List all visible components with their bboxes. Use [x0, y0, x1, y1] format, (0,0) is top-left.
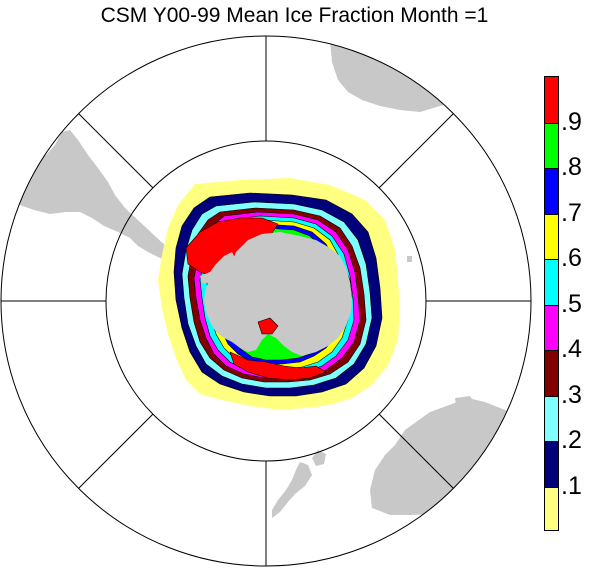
legend-label: .4 — [561, 335, 582, 363]
indian-ocean-island-land — [407, 256, 412, 262]
south-america-tip-land — [144, 236, 165, 248]
legend-swatch — [545, 259, 558, 305]
legend-label: .5 — [561, 289, 582, 318]
legend-swatch — [545, 350, 558, 396]
meridian-diag-sw — [78, 413, 154, 489]
legend-color-bar — [544, 76, 559, 531]
legend-swatch — [545, 168, 558, 214]
legend-swatch — [545, 213, 558, 259]
ice-band-0-95-south — [229, 351, 327, 381]
legend-swatch — [545, 395, 558, 441]
graticule — [0, 35, 532, 567]
legend-swatch — [545, 304, 558, 350]
legend-swatch — [545, 441, 558, 487]
color-legend: .1 .2 .3 .4 .5 .6 .7 .8 .9 — [540, 76, 588, 531]
new-zealand-north-land — [312, 450, 326, 466]
legend-label: .2 — [561, 426, 582, 454]
map-title: CSM Y00-99 Mean Ice Fraction Month =1 — [100, 4, 489, 27]
meridian-diag-se — [378, 413, 454, 489]
legend-label: .3 — [561, 380, 582, 409]
ross-ice-shelf-gap — [257, 317, 279, 335]
legend-swatch — [545, 486, 558, 530]
legend-label: .7 — [561, 198, 582, 227]
meridian-diag-nw — [78, 113, 154, 189]
south-america-land — [10, 130, 178, 262]
map-clip-group — [10, 40, 531, 518]
tasmania-land — [455, 396, 475, 410]
antarctic-peninsula-land — [200, 252, 236, 284]
antarctica-land — [204, 232, 352, 356]
legend-label: .1 — [561, 471, 582, 500]
legend-label: .6 — [561, 244, 582, 272]
legend-label: .9 — [561, 107, 582, 136]
legend-swatch — [545, 77, 558, 123]
legend-swatch — [545, 122, 558, 168]
australia-land — [370, 398, 531, 515]
legend-label: .8 — [561, 153, 582, 181]
meridian-diag-ne — [378, 113, 454, 189]
new-zealand-land — [272, 462, 312, 518]
